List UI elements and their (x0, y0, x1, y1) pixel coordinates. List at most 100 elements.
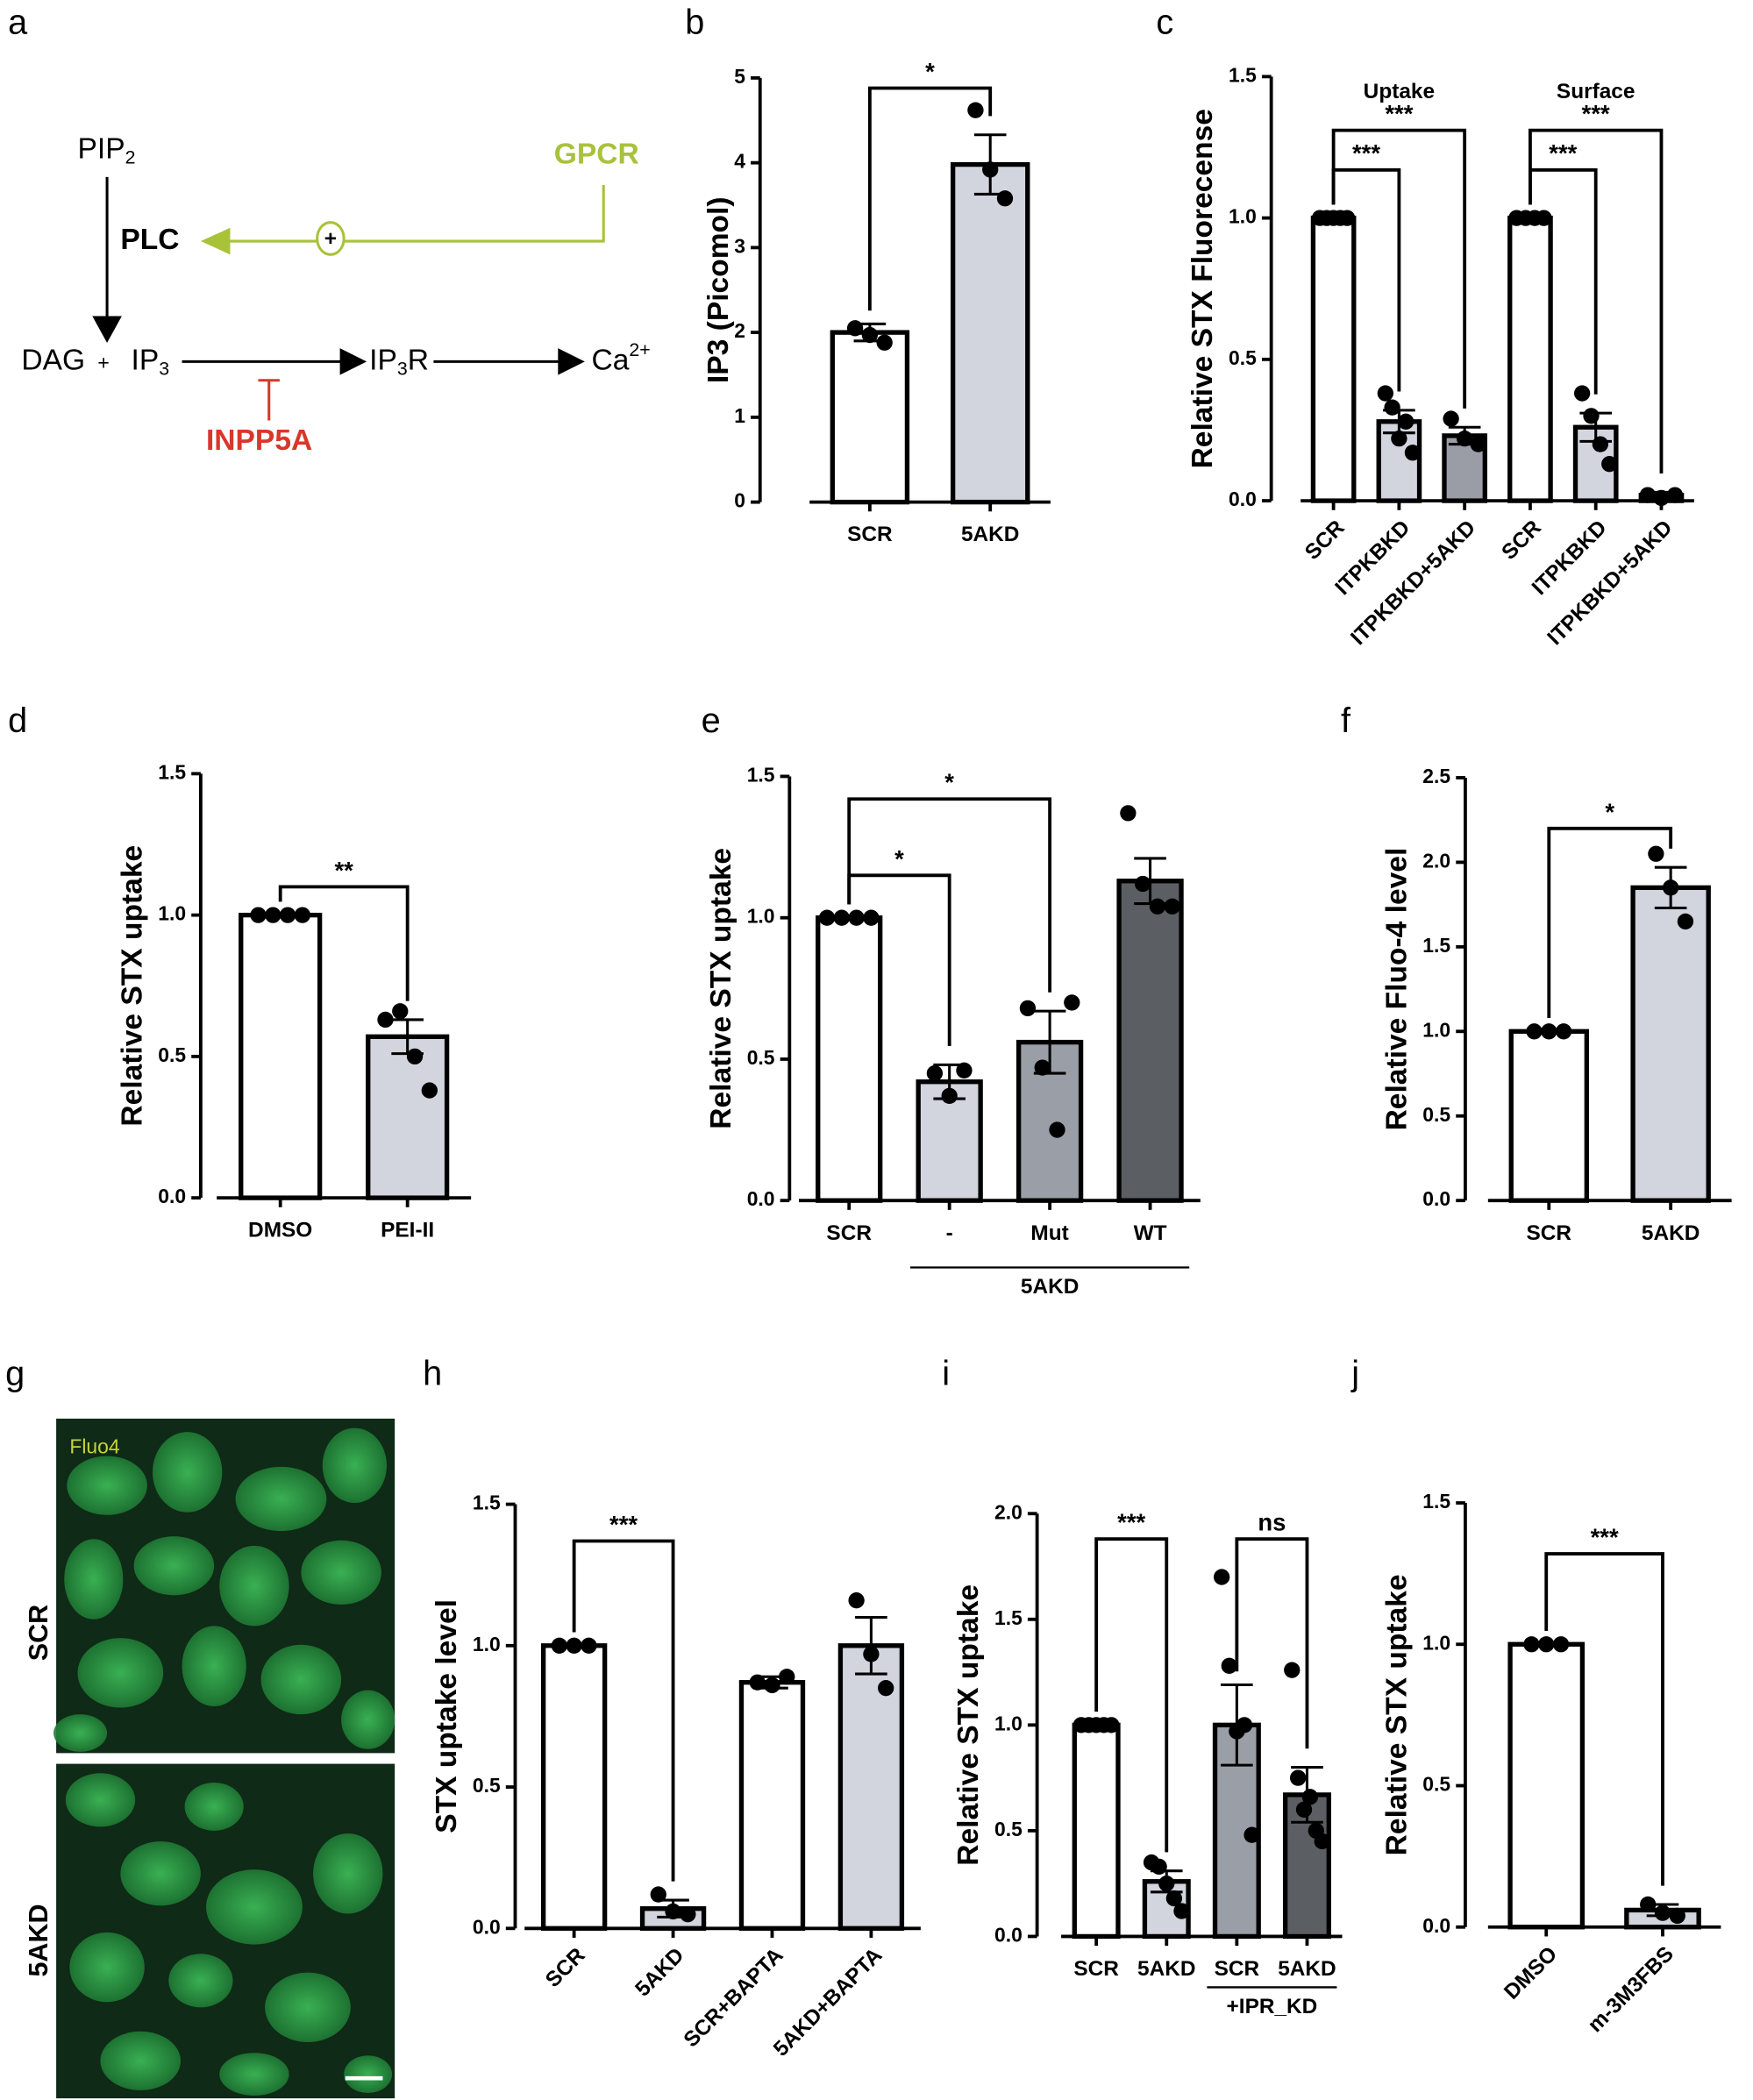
node-ca: Ca2+ (591, 339, 650, 376)
data-point (392, 1003, 409, 1020)
y-tick-label: 4 (734, 150, 745, 173)
x-tick-label: WT (1134, 1221, 1167, 1245)
data-point (1573, 385, 1591, 402)
bar (1507, 1641, 1586, 1930)
data-point (294, 907, 311, 923)
data-point (1314, 1833, 1330, 1850)
data-point (846, 320, 864, 337)
significance-bracket (1094, 1537, 1169, 1853)
data-point (1214, 1569, 1230, 1585)
y-tick-label: 0.0 (994, 1923, 1023, 1946)
data-point (650, 1886, 666, 1903)
data-point (406, 1048, 424, 1065)
data-point (1289, 1769, 1307, 1786)
data-point (1526, 1023, 1543, 1040)
data-point (749, 1674, 766, 1691)
group-label: +IPR_KD (1227, 1995, 1318, 2018)
data-point (848, 1592, 865, 1609)
data-point (878, 1680, 894, 1697)
x-tick-label: SCR (826, 1221, 872, 1245)
x-tick-label: m-3M3FBS (1584, 1942, 1678, 2037)
significance-label: * (944, 769, 954, 796)
x-tick-label: 5AKD (1278, 1957, 1336, 1981)
panel-label: h (423, 1355, 442, 1393)
data-point (1601, 456, 1618, 473)
data-point (265, 907, 281, 923)
arrow (227, 184, 605, 243)
data-point (566, 1637, 582, 1654)
data-point (1151, 1858, 1167, 1876)
y-tick-label: 1.5 (994, 1606, 1023, 1629)
data-point (1398, 413, 1415, 430)
data-point (279, 907, 296, 923)
data-point (1523, 1636, 1540, 1653)
node-dag: DAG (21, 344, 85, 376)
y-tick-label: 0 (734, 489, 745, 512)
y-axis-label: Relative STX uptake (952, 1584, 985, 1866)
significance-label: *** (609, 1511, 638, 1538)
y-tick-label: 2 (734, 319, 745, 342)
y-tick-label: 1.0 (1422, 1631, 1450, 1654)
x-tick-label: ITPKBKD+5AKD (1543, 516, 1678, 650)
panel-label: j (1350, 1355, 1359, 1393)
data-point (941, 1087, 958, 1105)
bar (540, 1643, 608, 1931)
x-tick-label: SCR (1527, 1221, 1572, 1245)
significance-bracket (1529, 128, 1664, 474)
arrowhead (92, 316, 122, 344)
y-tick-label: 1.0 (158, 902, 186, 925)
y-tick-label: 1.5 (747, 763, 775, 786)
significance-label: * (925, 58, 935, 85)
data-point (1669, 1907, 1685, 1925)
data-point (1552, 1636, 1570, 1653)
bar (239, 912, 323, 1200)
y-axis-label: IP3 (Picomol) (702, 196, 735, 383)
data-point (1457, 430, 1473, 447)
data-point (982, 161, 999, 178)
y-axis-label: Relative STX uptake (116, 845, 148, 1127)
data-point (1555, 1023, 1572, 1040)
bar (816, 915, 883, 1203)
data-point (1666, 487, 1684, 503)
x-tick-label: 5AKD (1642, 1221, 1700, 1245)
y-tick-label: 0.0 (158, 1185, 186, 1207)
significance-label: * (894, 845, 904, 872)
significance-bracket (1235, 1537, 1309, 1749)
panel-label: i (942, 1355, 950, 1393)
data-point (1034, 1059, 1051, 1076)
data-point (1243, 1826, 1260, 1843)
y-tick-label: 0.5 (1422, 1103, 1450, 1126)
significance-bracket (1331, 128, 1467, 409)
data-point (861, 326, 879, 344)
data-point (1377, 385, 1393, 402)
x-tick-label: 5AKD (1137, 1957, 1195, 1981)
row-label: SCR (24, 1605, 53, 1661)
bar (1072, 1722, 1121, 1940)
significance-label: *** (1582, 100, 1610, 127)
bar (1508, 1029, 1590, 1203)
y-tick-label: 1.5 (1422, 1490, 1450, 1513)
bar (830, 330, 910, 505)
significance-label: *** (1591, 1524, 1619, 1551)
data-point (1164, 898, 1180, 915)
y-axis-label: STX uptake level (431, 1599, 463, 1833)
group-label: Surface (1557, 80, 1635, 103)
data-point (1064, 994, 1080, 1011)
data-point (818, 909, 836, 926)
y-tick-label: 0.0 (473, 1915, 501, 1938)
data-point (1470, 436, 1486, 452)
node-ip3: IP3 (132, 344, 170, 379)
significance-label: ns (1258, 1509, 1286, 1536)
significance-label: *** (1352, 139, 1380, 167)
y-tick-label: 0.5 (994, 1818, 1023, 1840)
data-point (421, 1082, 438, 1099)
x-tick-label: PEI-II (381, 1219, 434, 1242)
y-tick-label: 1 (734, 404, 745, 427)
data-point (1339, 210, 1356, 226)
y-tick-label: 0.5 (1229, 346, 1257, 369)
data-point (1677, 913, 1694, 930)
bar (366, 1034, 450, 1200)
y-tick-label: 0.5 (1422, 1773, 1450, 1796)
data-point (551, 1637, 568, 1654)
x-tick-label: - (946, 1221, 953, 1245)
